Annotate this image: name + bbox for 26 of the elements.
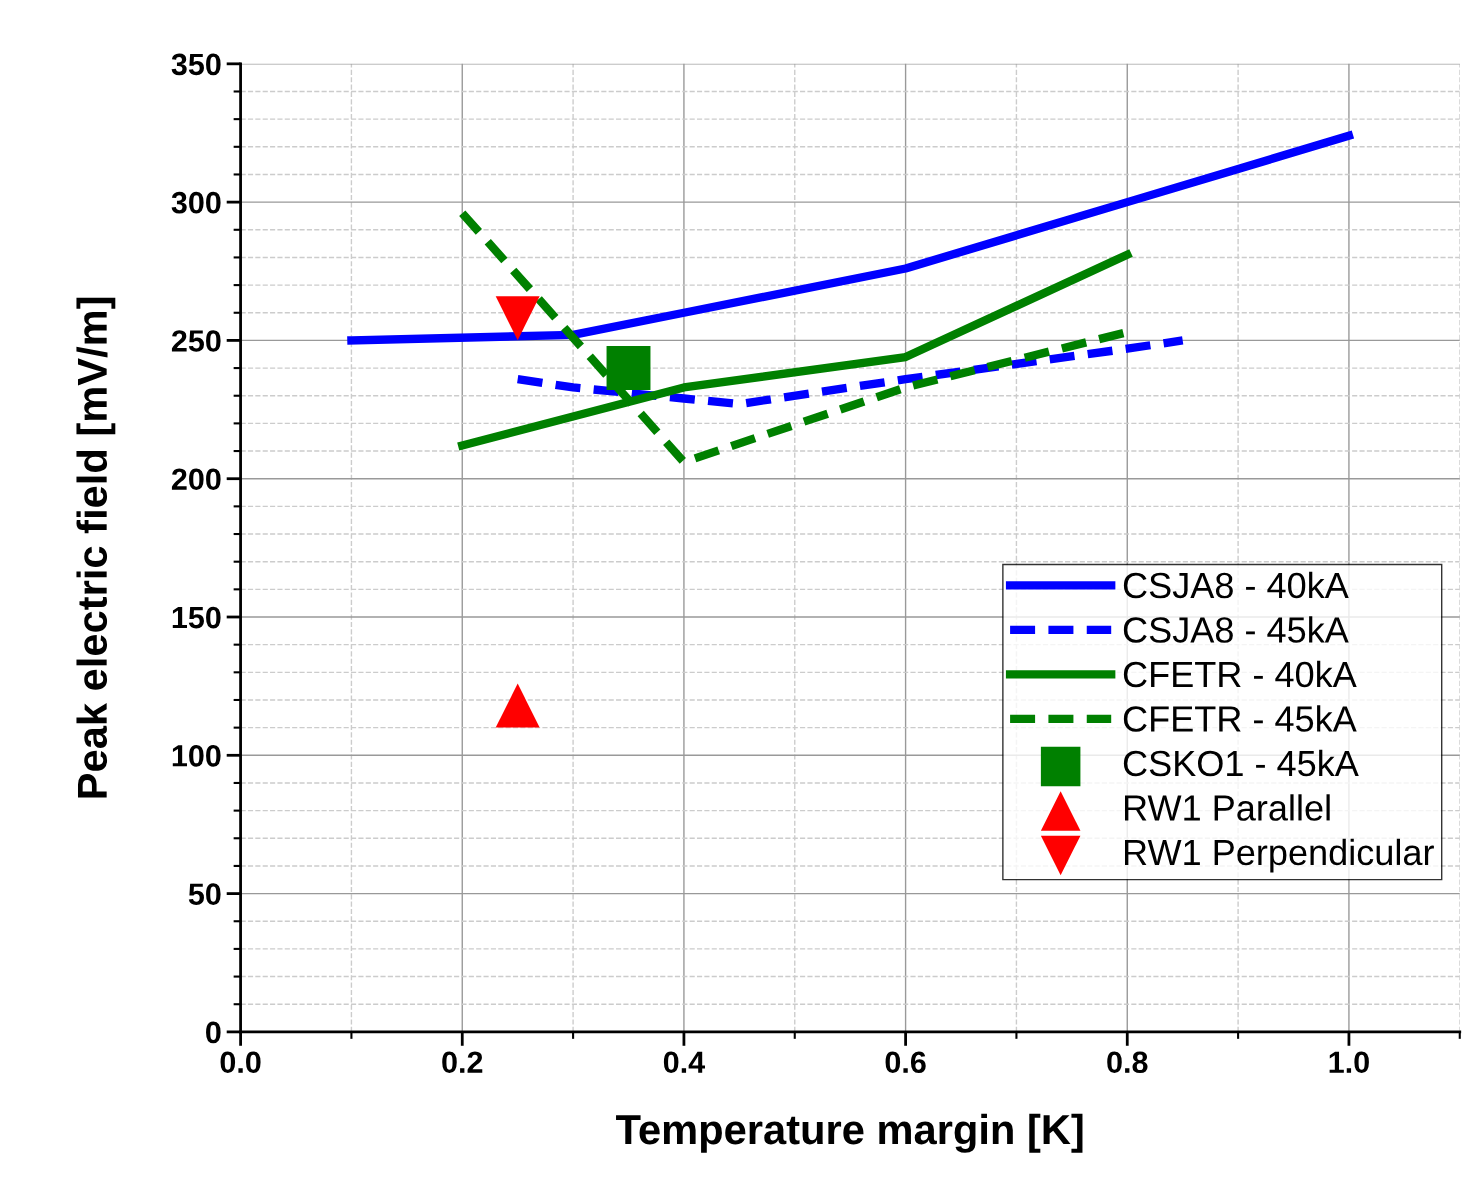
- point: [606, 346, 651, 391]
- y-tick-label: 0: [206, 1021, 221, 1044]
- legend-label: CFETR - 40kA: [1123, 660, 1357, 688]
- legend-label: CSJA8 - 40kA: [1123, 571, 1349, 599]
- legend-label: CFETR - 45kA: [1123, 705, 1357, 732]
- x-tick-label: 0.4: [663, 1051, 705, 1074]
- point: [495, 683, 540, 728]
- x-tick-label: 0.2: [442, 1051, 483, 1074]
- y-tick-label: 150: [172, 606, 221, 629]
- x-tick-label: 0.8: [1107, 1051, 1148, 1074]
- x-axis-title: Temperature margin [K]: [616, 1113, 1083, 1153]
- y-tick-label: 50: [188, 883, 221, 905]
- y-tick-label: 350: [171, 53, 221, 76]
- legend-label: CSJA8 - 45kA: [1123, 616, 1349, 643]
- legend-label: CSKO1 - 45kA: [1123, 749, 1359, 777]
- point: [495, 296, 540, 341]
- y-tick-label: 250: [171, 330, 221, 352]
- y-tick-label: 200: [171, 468, 221, 491]
- legend-label: RW1 Parallel: [1125, 794, 1330, 821]
- y-tick-label: 300: [171, 191, 221, 214]
- x-tick-label: 0.6: [885, 1051, 926, 1074]
- y-tick-label: 100: [172, 745, 221, 767]
- legend-label: RW1 Perpendicular: [1125, 838, 1434, 873]
- y-axis-title: Peak electric field [mV/m]: [76, 297, 116, 798]
- x-tick-label: 0.0: [220, 1051, 261, 1074]
- x-tick-label: 1.0: [1329, 1051, 1369, 1074]
